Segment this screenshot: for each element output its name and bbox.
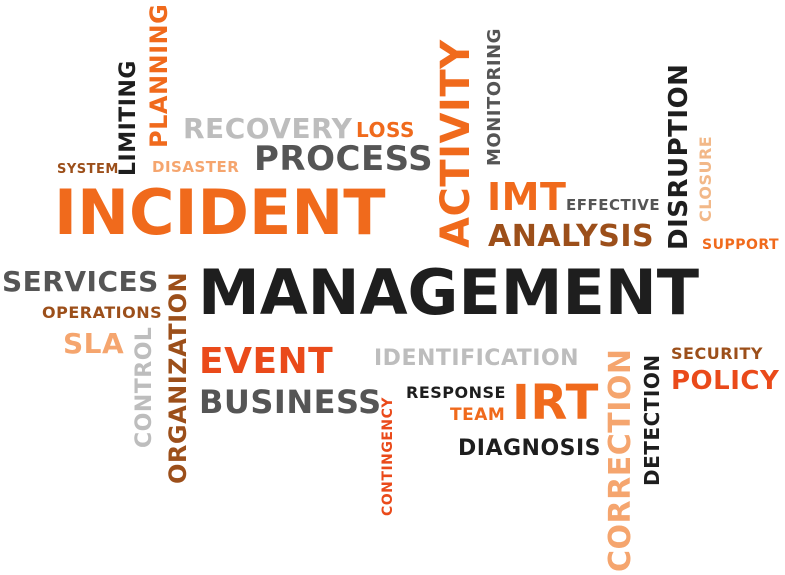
word-team: TEAM — [450, 405, 506, 425]
word-operations: OPERATIONS — [42, 303, 163, 322]
word-policy: POLICY — [671, 366, 780, 396]
word-services: SERVICES — [2, 265, 159, 298]
word-incident: INCIDENT — [54, 176, 386, 249]
word-support: SUPPORT — [702, 237, 780, 253]
word-system: SYSTEM — [57, 162, 119, 177]
word-disaster: DISASTER — [152, 158, 240, 176]
word-identification: IDENTIFICATION — [374, 346, 580, 371]
word-control: CONTROL — [132, 326, 157, 448]
word-closure: CLOSURE — [696, 135, 715, 222]
word-process: PROCESS — [254, 139, 434, 179]
word-planning: PLANNING — [145, 3, 173, 148]
word-sla: SLA — [63, 327, 125, 360]
word-disruption: DISRUPTION — [664, 63, 694, 250]
word-event: EVENT — [199, 341, 334, 382]
word-effective: EFFECTIVE — [566, 196, 661, 214]
word-monitoring: MONITORING — [484, 28, 505, 166]
word-management: MANAGEMENT — [198, 256, 700, 329]
word-organization: ORGANIZATION — [164, 271, 192, 484]
word-correction: CORRECTION — [603, 348, 638, 572]
word-security: SECURITY — [671, 344, 763, 363]
word-analysis: ANALYSIS — [488, 219, 655, 254]
word-irt: IRT — [512, 375, 599, 431]
word-detection: DETECTION — [640, 354, 664, 486]
word-response: RESPONSE — [406, 383, 506, 402]
word-imt: IMT — [487, 175, 567, 219]
word-diagnosis: DIAGNOSIS — [458, 436, 602, 461]
word-loss: LOSS — [356, 118, 415, 142]
word-limiting: LIMITING — [116, 60, 141, 176]
word-contingency: CONTINGENCY — [380, 396, 396, 516]
word-activity: ACTIVITY — [433, 39, 479, 248]
word-recovery: RECOVERY — [183, 112, 353, 145]
word-business: BUSINESS — [199, 383, 382, 421]
